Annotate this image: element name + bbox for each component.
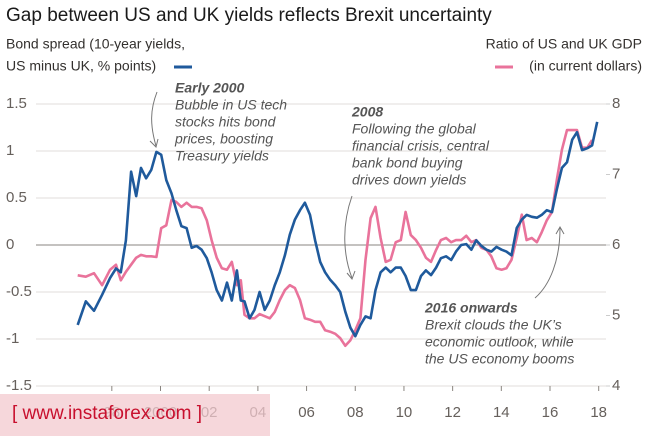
- y2-tick-label: 7: [612, 165, 620, 182]
- annotation-text: Treasury yields: [175, 148, 269, 164]
- annotation-text: Following the global: [352, 121, 477, 137]
- y2-tick-label: 4: [612, 377, 620, 394]
- x-tick-label: 18: [590, 404, 607, 421]
- y2-axis-label: (in current dollars): [529, 58, 642, 74]
- annotation-text: economic outlook, while: [425, 334, 574, 350]
- annotation-title: 2008: [351, 104, 383, 120]
- annotation-text: Bubble in US tech: [175, 97, 287, 113]
- y-tick-label: -1: [6, 330, 19, 347]
- lines: [76, 121, 599, 348]
- watermark-box: [0, 394, 270, 436]
- y-tick-label: 1: [6, 142, 14, 159]
- x-tick-label: 06: [298, 404, 315, 421]
- y-tick-label: 0.5: [6, 189, 27, 206]
- arrow: [534, 227, 561, 299]
- annotation-text: drives down yields: [352, 172, 466, 188]
- annotation-title: 2016 onwards: [424, 300, 518, 316]
- arrow-head: [149, 138, 159, 148]
- y-axis-label: US minus UK, % points): [6, 58, 156, 74]
- annotation-text: Brexit clouds the UK’s: [425, 317, 562, 333]
- arrow-head: [555, 225, 565, 235]
- chart-title: Gap between US and UK yields reflects Br…: [6, 5, 492, 26]
- x-tick-label: 12: [444, 404, 461, 421]
- annotation-text: prices, boosting: [174, 131, 273, 147]
- annotation-text: financial crisis, central: [352, 138, 490, 154]
- y2-tick-label: 6: [612, 236, 620, 253]
- y2-tick-label: 5: [612, 306, 620, 323]
- y-axis-label: Bond spread (10-year yields,: [6, 36, 185, 52]
- annotation-text: the US economy booms: [425, 351, 574, 367]
- x-tick-label: 08: [347, 404, 364, 421]
- grid: -1.5-1-0.500.511.54567898200002040608101…: [6, 95, 620, 421]
- arrow: [151, 91, 158, 147]
- x-tick-label: 14: [493, 404, 510, 421]
- annotation-title: Early 2000: [175, 80, 244, 96]
- annotation-text: stocks hits bond: [175, 114, 277, 130]
- y2-axis-label: Ratio of US and UK GDP: [486, 36, 642, 52]
- x-tick-label: 16: [542, 404, 559, 421]
- y-tick-label: 1.5: [6, 95, 27, 112]
- x-tick-label: 10: [396, 404, 413, 421]
- y-tick-label: 0: [6, 236, 14, 253]
- watermark: [ www.instaforex.com ]: [12, 403, 202, 424]
- series-line: [76, 121, 599, 338]
- arrow: [344, 195, 353, 279]
- arrow-head: [346, 270, 356, 280]
- y-tick-label: -0.5: [6, 283, 32, 300]
- y2-tick-label: 8: [612, 95, 620, 112]
- y-tick-label: -1.5: [6, 377, 32, 394]
- annotation-text: bank bond buying: [352, 155, 463, 171]
